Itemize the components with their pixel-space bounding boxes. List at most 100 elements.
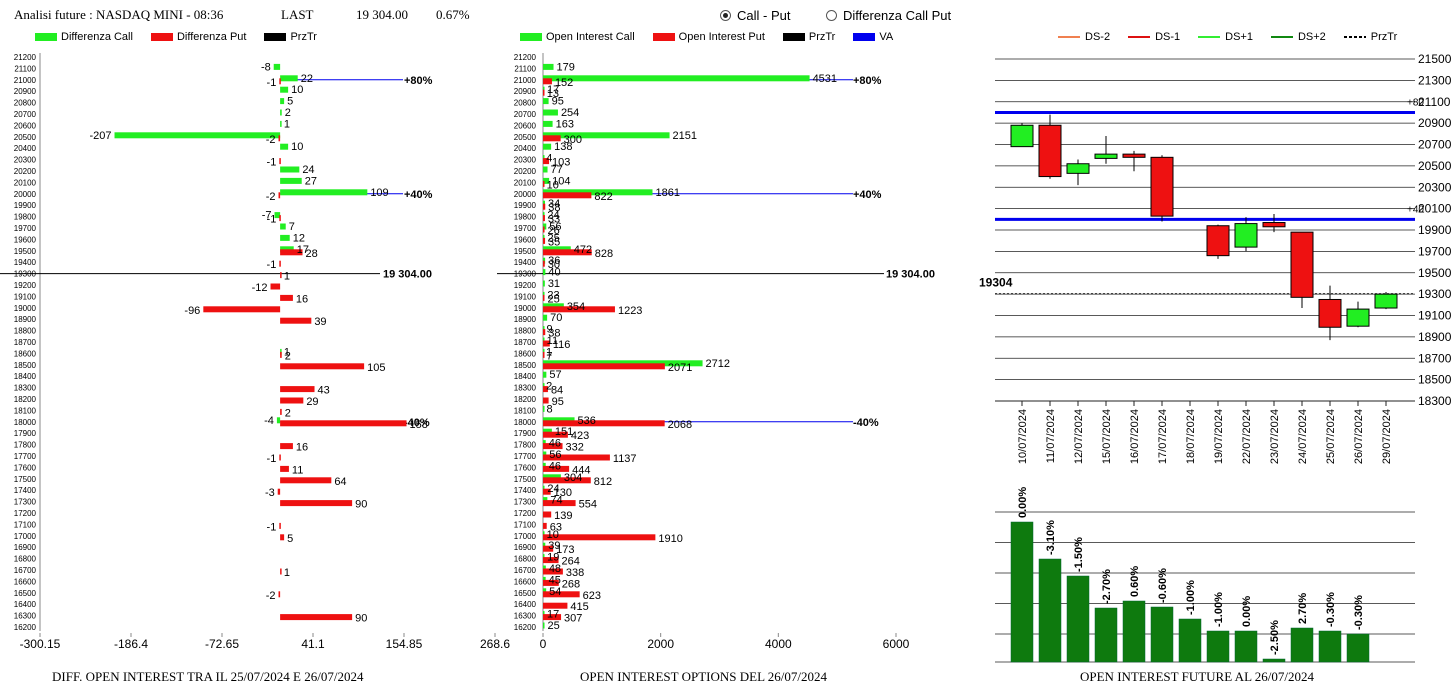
strike-label: 18200 <box>514 395 537 404</box>
data-label-call: 11 <box>547 335 558 347</box>
data-label-call: 1 <box>284 118 290 130</box>
strike-label: 18400 <box>14 372 37 381</box>
data-label-put: 26 <box>548 225 560 237</box>
data-label-call: 36 <box>548 255 560 267</box>
legend-label: Differenza Put <box>176 31 247 43</box>
bar-oi-call <box>543 177 550 184</box>
strike-label: 20000 <box>514 190 537 199</box>
change-percent: 0.67% <box>436 7 470 22</box>
x-tick-label: 2000 <box>647 637 674 651</box>
bar-diff-call <box>280 177 302 184</box>
data-label-put: -3 <box>265 487 275 499</box>
bar-diff-put <box>280 397 304 404</box>
data-label-call: 46 <box>549 438 561 450</box>
bar-oi-put <box>543 158 550 165</box>
strike-label: 17700 <box>514 452 537 461</box>
bar-oi-call <box>543 143 552 150</box>
legend-item-przt: PrzTr <box>264 31 317 43</box>
bar-diff-call <box>280 120 282 127</box>
radio-call-put[interactable]: Call - Put <box>720 8 790 23</box>
x-tick-label: 16/07/2024 <box>1129 409 1141 464</box>
data-label-put: 43 <box>318 385 330 397</box>
strike-label: 20600 <box>14 121 37 130</box>
strike-label: 18600 <box>14 349 37 358</box>
bar-oi-put <box>543 180 545 187</box>
legend-swatch <box>150 33 173 41</box>
data-label-call: 19 <box>547 552 559 564</box>
x-tick-label: 6000 <box>883 637 910 651</box>
candle-down <box>1150 156 1174 217</box>
bar-diff-call <box>280 189 368 196</box>
bar-diff-call <box>274 212 281 219</box>
data-label-call: -207 <box>89 130 111 142</box>
bar-diff-put <box>280 500 353 507</box>
strike-label: 18300 <box>14 384 37 393</box>
legend-swatch <box>1058 36 1080 38</box>
bar-diff-put <box>280 614 353 621</box>
bar-oi-call <box>543 98 549 105</box>
data-label-put: 64 <box>334 476 346 488</box>
x-tick-label: -72.65 <box>205 637 239 651</box>
bar-oi-call <box>543 280 545 287</box>
reference-label: +40 <box>1407 204 1424 215</box>
strike-label: 19500 <box>14 247 37 256</box>
bar-oi-put <box>543 386 548 393</box>
data-label-put: 139 <box>554 510 572 522</box>
bar-oi-put <box>543 602 568 609</box>
strike-label: 16200 <box>514 623 537 632</box>
radio-differenza-label: Differenza Call Put <box>843 8 952 23</box>
bar-future-oi <box>1066 575 1090 663</box>
reference-label: +80% <box>853 75 882 87</box>
reference-label: -40% <box>853 417 879 429</box>
data-label-call: 10 <box>291 141 303 153</box>
legend-item-oi-put: Open Interest Put <box>652 31 765 43</box>
radio-differenza-call-put[interactable]: Differenza Call Put <box>826 8 951 23</box>
legend-label: PrzTr <box>1370 31 1398 43</box>
bar-oi-put <box>543 420 665 427</box>
data-label: -1.50% <box>1073 537 1085 572</box>
data-label-call: 56 <box>549 221 561 233</box>
data-label-call: 10 <box>291 84 303 96</box>
legend-swatch <box>1198 36 1221 38</box>
x-tick-label: 29/07/2024 <box>1381 409 1393 464</box>
data-label: -1.00% <box>1213 592 1225 627</box>
bar-future-oi <box>1150 606 1174 663</box>
strike-label: 18400 <box>514 372 537 381</box>
bar-diff-put <box>278 192 281 199</box>
przt-label: 19304 <box>979 276 1013 290</box>
strike-label: 18500 <box>14 361 37 370</box>
data-label-call: 12 <box>293 232 305 244</box>
radio-call-put-label: Call - Put <box>737 8 791 23</box>
x-tick-label: 12/07/2024 <box>1073 409 1085 464</box>
data-label-put: 95 <box>552 396 564 408</box>
data-label-call: 1 <box>546 346 552 358</box>
bar-diff-call <box>280 234 290 241</box>
strike-label: 17300 <box>514 498 537 507</box>
strike-label: 16500 <box>514 589 537 598</box>
candle-up <box>1346 308 1370 327</box>
data-label-put: 84 <box>551 385 563 397</box>
strike-label: 19100 <box>514 292 537 301</box>
bar-diff-put <box>278 591 281 598</box>
bar-oi-call <box>543 132 670 139</box>
bar-diff-call <box>280 143 289 150</box>
reference-label: +40% <box>853 189 882 201</box>
strike-label: 18900 <box>514 315 537 324</box>
bar-diff-put <box>280 317 312 324</box>
bar-future-oi <box>1206 630 1230 663</box>
data-label-put: 264 <box>562 556 580 568</box>
strike-label: 18700 <box>14 338 37 347</box>
data-label-put: 173 <box>556 544 574 556</box>
y-tick-label: 19300 <box>1418 287 1452 301</box>
legend-swatch <box>1270 36 1293 38</box>
legend-item-va: VA <box>853 31 893 43</box>
strike-label: 20000 <box>14 190 37 199</box>
bar-oi-put <box>543 192 592 199</box>
data-label: 0.00% <box>1017 487 1029 518</box>
bar-diff-put <box>280 351 282 358</box>
legend-label: Open Interest Call <box>546 31 635 43</box>
bar-diff-call <box>280 86 289 93</box>
data-label: 0.60% <box>1129 566 1141 597</box>
last-value: 19 304.00 <box>356 7 408 22</box>
data-label-call: 109 <box>370 187 388 199</box>
